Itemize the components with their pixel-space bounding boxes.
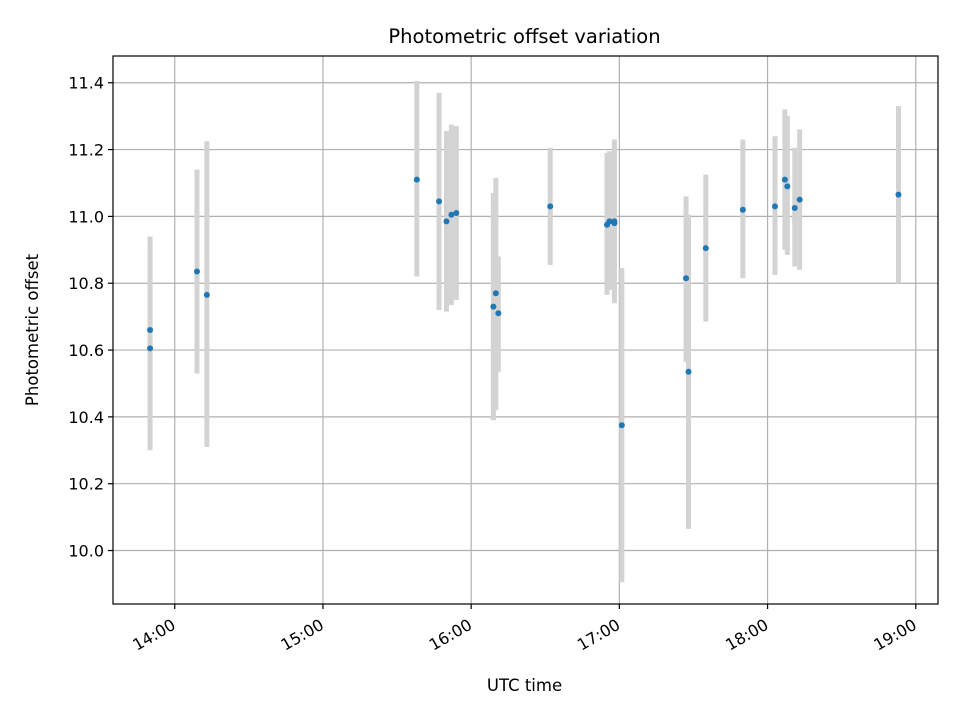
x-axis-title: UTC time — [487, 676, 562, 695]
y-tick-label: 11.0 — [68, 207, 104, 226]
data-point — [895, 191, 902, 198]
data-point — [443, 218, 450, 225]
data-point — [611, 218, 618, 225]
chart-title: Photometric offset variation — [388, 25, 660, 48]
data-point — [448, 211, 455, 218]
data-point — [784, 183, 791, 190]
data-point — [781, 176, 788, 183]
data-point — [683, 275, 690, 282]
data-point — [492, 290, 499, 297]
data-point — [413, 176, 420, 183]
data-point — [203, 291, 210, 298]
data-point — [147, 327, 154, 333]
y-tick-label: 11.4 — [68, 74, 104, 93]
data-point — [618, 422, 625, 429]
data-point — [547, 203, 554, 210]
data-point — [771, 203, 778, 210]
data-point — [739, 206, 746, 213]
data-point — [606, 218, 613, 225]
y-tick-label: 11.2 — [68, 141, 104, 160]
y-tick-label: 10.0 — [68, 542, 104, 561]
data-point — [796, 196, 803, 203]
y-axis-title: Photometric offset — [23, 253, 42, 406]
data-point — [193, 268, 200, 275]
data-point — [490, 303, 497, 310]
y-tick-label: 10.8 — [68, 274, 104, 293]
plot-frame — [112, 55, 939, 605]
data-point — [702, 245, 709, 252]
data-point — [147, 345, 154, 352]
data-point — [453, 210, 460, 217]
y-tick-label: 10.2 — [68, 475, 104, 494]
data-point — [436, 198, 443, 205]
data-point — [791, 205, 798, 212]
data-point — [685, 368, 692, 375]
data-points — [147, 176, 902, 429]
data-point — [495, 310, 502, 317]
y-tick-label: 10.6 — [68, 341, 104, 360]
y-tick-label: 10.4 — [68, 408, 104, 427]
